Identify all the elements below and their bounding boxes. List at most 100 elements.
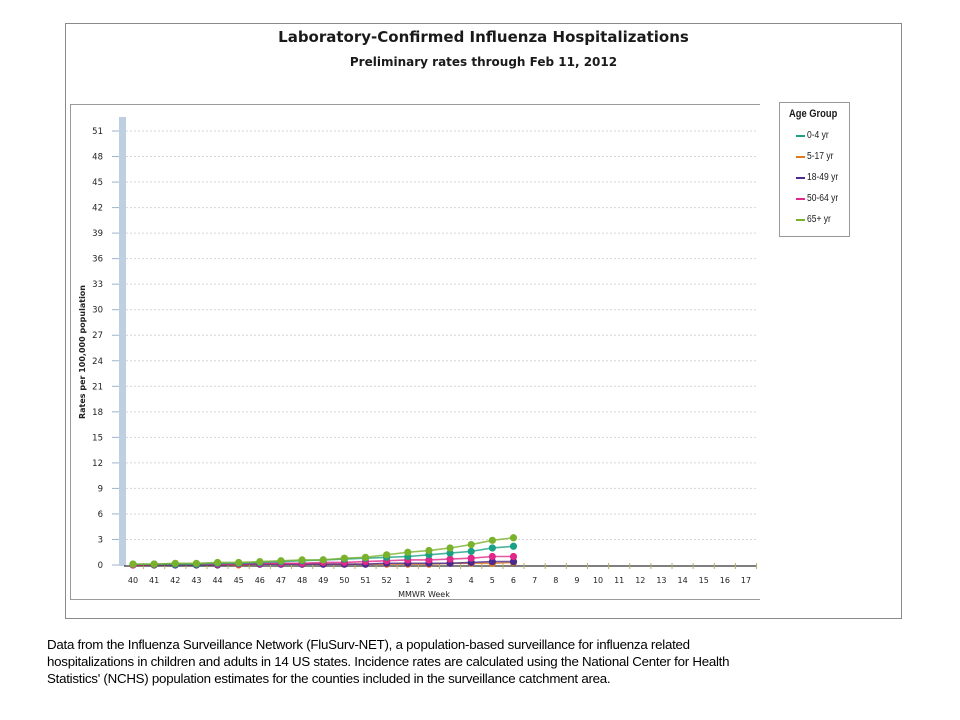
x-axis-ticks: 40 41 42 43 44 45 46 47 48 49 50 51 52 1 2 3 4 5 6 7 8 9 10 11 1… bbox=[128, 563, 758, 585]
legend-swatch-icon bbox=[796, 176, 805, 179]
y-tick-label: 24 bbox=[92, 357, 103, 367]
y-axis-label: Rates per 100,000 population bbox=[78, 285, 87, 419]
data-point[interactable] bbox=[340, 554, 348, 562]
y-tick-label: 33 bbox=[92, 280, 103, 290]
data-point[interactable] bbox=[446, 555, 454, 563]
x-tick-label: 12 bbox=[635, 576, 645, 585]
x-tick-label: 43 bbox=[191, 576, 201, 585]
x-tick-label: 10 bbox=[593, 576, 603, 585]
legend-item-5-17[interactable]: 5-17 yr bbox=[796, 151, 838, 162]
data-point[interactable] bbox=[235, 558, 243, 567]
data-point[interactable] bbox=[277, 557, 285, 565]
data-point[interactable] bbox=[383, 551, 391, 559]
chart-frame: Laboratory-Confirmed Influenza Hospitali… bbox=[65, 23, 902, 619]
footnote-line: Statistics' (NCHS) population estimates … bbox=[47, 671, 611, 686]
y-tick-label: 30 bbox=[92, 306, 103, 316]
y-tick-label: 3 bbox=[98, 535, 103, 545]
data-point[interactable] bbox=[509, 557, 518, 566]
data-point[interactable] bbox=[446, 549, 454, 557]
data-point[interactable] bbox=[425, 546, 433, 555]
x-tick-label: 41 bbox=[149, 576, 159, 585]
data-point[interactable] bbox=[467, 554, 475, 562]
data-point[interactable] bbox=[192, 559, 201, 567]
x-tick-label: 7 bbox=[532, 576, 537, 585]
data-point[interactable] bbox=[467, 547, 475, 555]
y-tick-label: 36 bbox=[92, 255, 103, 265]
legend-swatch-icon bbox=[796, 197, 805, 200]
x-tick-label: 42 bbox=[170, 576, 180, 585]
data-point[interactable] bbox=[256, 557, 264, 566]
footnote: Data from the Influenza Surveillance Net… bbox=[47, 636, 927, 687]
data-point[interactable] bbox=[488, 536, 496, 544]
y-tick-label: 21 bbox=[92, 382, 103, 392]
data-point[interactable] bbox=[319, 556, 327, 564]
x-tick-label: 2 bbox=[426, 576, 431, 585]
y-tick-label: 0 bbox=[98, 561, 103, 571]
x-tick-label: 45 bbox=[234, 576, 244, 585]
x-tick-label: 16 bbox=[720, 576, 730, 585]
data-point[interactable] bbox=[425, 556, 433, 564]
legend: Age Group 0-4 yr 5-17 yr 18-49 yr 50-64 … bbox=[779, 102, 850, 237]
legend-title: Age Group bbox=[789, 108, 838, 120]
series-65-yr bbox=[129, 534, 518, 568]
x-tick-label: 50 bbox=[339, 576, 349, 585]
legend-swatch-icon bbox=[796, 155, 805, 158]
chart-title: Laboratory-Confirmed Influenza Hospitali… bbox=[278, 28, 689, 46]
data-point[interactable] bbox=[298, 556, 306, 564]
x-tick-label: 51 bbox=[360, 576, 370, 585]
x-tick-label: 3 bbox=[448, 576, 453, 585]
data-point[interactable] bbox=[446, 544, 454, 552]
x-axis-label: MMWR Week bbox=[398, 590, 450, 599]
x-tick-label: 49 bbox=[318, 576, 328, 585]
y-tick-label: 15 bbox=[92, 433, 103, 443]
y-tick-label: 6 bbox=[98, 510, 103, 520]
x-tick-label: 40 bbox=[128, 576, 138, 585]
x-tick-label: 44 bbox=[212, 576, 222, 585]
y-tick-label: 42 bbox=[92, 204, 103, 214]
data-series bbox=[129, 534, 518, 569]
data-point[interactable] bbox=[361, 553, 370, 561]
data-point[interactable] bbox=[129, 560, 137, 568]
x-tick-label: 47 bbox=[276, 576, 286, 585]
x-tick-label: 1 bbox=[405, 576, 410, 585]
x-tick-label: 6 bbox=[511, 576, 516, 585]
data-point[interactable] bbox=[171, 559, 179, 567]
y-tick-label: 39 bbox=[92, 229, 103, 239]
x-tick-label: 8 bbox=[553, 576, 558, 585]
data-point[interactable] bbox=[509, 552, 518, 561]
data-point[interactable] bbox=[509, 534, 518, 542]
legend-swatch-icon bbox=[796, 218, 805, 221]
y-tick-label: 27 bbox=[92, 331, 103, 341]
legend-item-65-plus[interactable]: 65+ yr bbox=[796, 214, 835, 225]
data-point[interactable] bbox=[509, 542, 518, 550]
y-tick-label: 45 bbox=[92, 178, 103, 188]
legend-item-50-64[interactable]: 50-64 yr bbox=[796, 193, 844, 204]
chart-subtitle: Preliminary rates through Feb 11, 2012 bbox=[349, 55, 618, 69]
data-point[interactable] bbox=[488, 544, 496, 552]
footnote-line: hospitalizations in children and adults … bbox=[47, 654, 730, 669]
y-tick-label: 9 bbox=[98, 484, 103, 494]
y-tick-label: 48 bbox=[92, 153, 103, 163]
y-tick-label: 12 bbox=[92, 459, 103, 469]
data-point[interactable] bbox=[404, 548, 412, 556]
data-point[interactable] bbox=[150, 560, 158, 568]
data-point[interactable] bbox=[488, 552, 496, 561]
legend-item-18-49[interactable]: 18-49 yr bbox=[796, 172, 844, 183]
legend-item-0-4[interactable]: 0-4 yr bbox=[796, 130, 833, 141]
data-point[interactable] bbox=[488, 557, 496, 566]
x-tick-label: 15 bbox=[699, 576, 709, 585]
data-point[interactable] bbox=[213, 558, 222, 567]
data-point[interactable] bbox=[467, 540, 475, 549]
x-tick-label: 14 bbox=[677, 576, 687, 585]
x-tick-label: 52 bbox=[382, 576, 392, 585]
x-tick-label: 48 bbox=[297, 576, 307, 585]
x-tick-label: 5 bbox=[490, 576, 495, 585]
x-tick-label: 13 bbox=[656, 576, 666, 585]
y-tick-label: 18 bbox=[92, 408, 103, 418]
x-tick-label: 17 bbox=[741, 576, 751, 585]
x-tick-label: 4 bbox=[469, 576, 474, 585]
x-tick-label: 11 bbox=[614, 576, 624, 585]
y-axis-scrollbar[interactable] bbox=[119, 117, 126, 566]
footnote-line: Data from the Influenza Surveillance Net… bbox=[47, 637, 690, 652]
x-tick-label: 9 bbox=[574, 576, 579, 585]
